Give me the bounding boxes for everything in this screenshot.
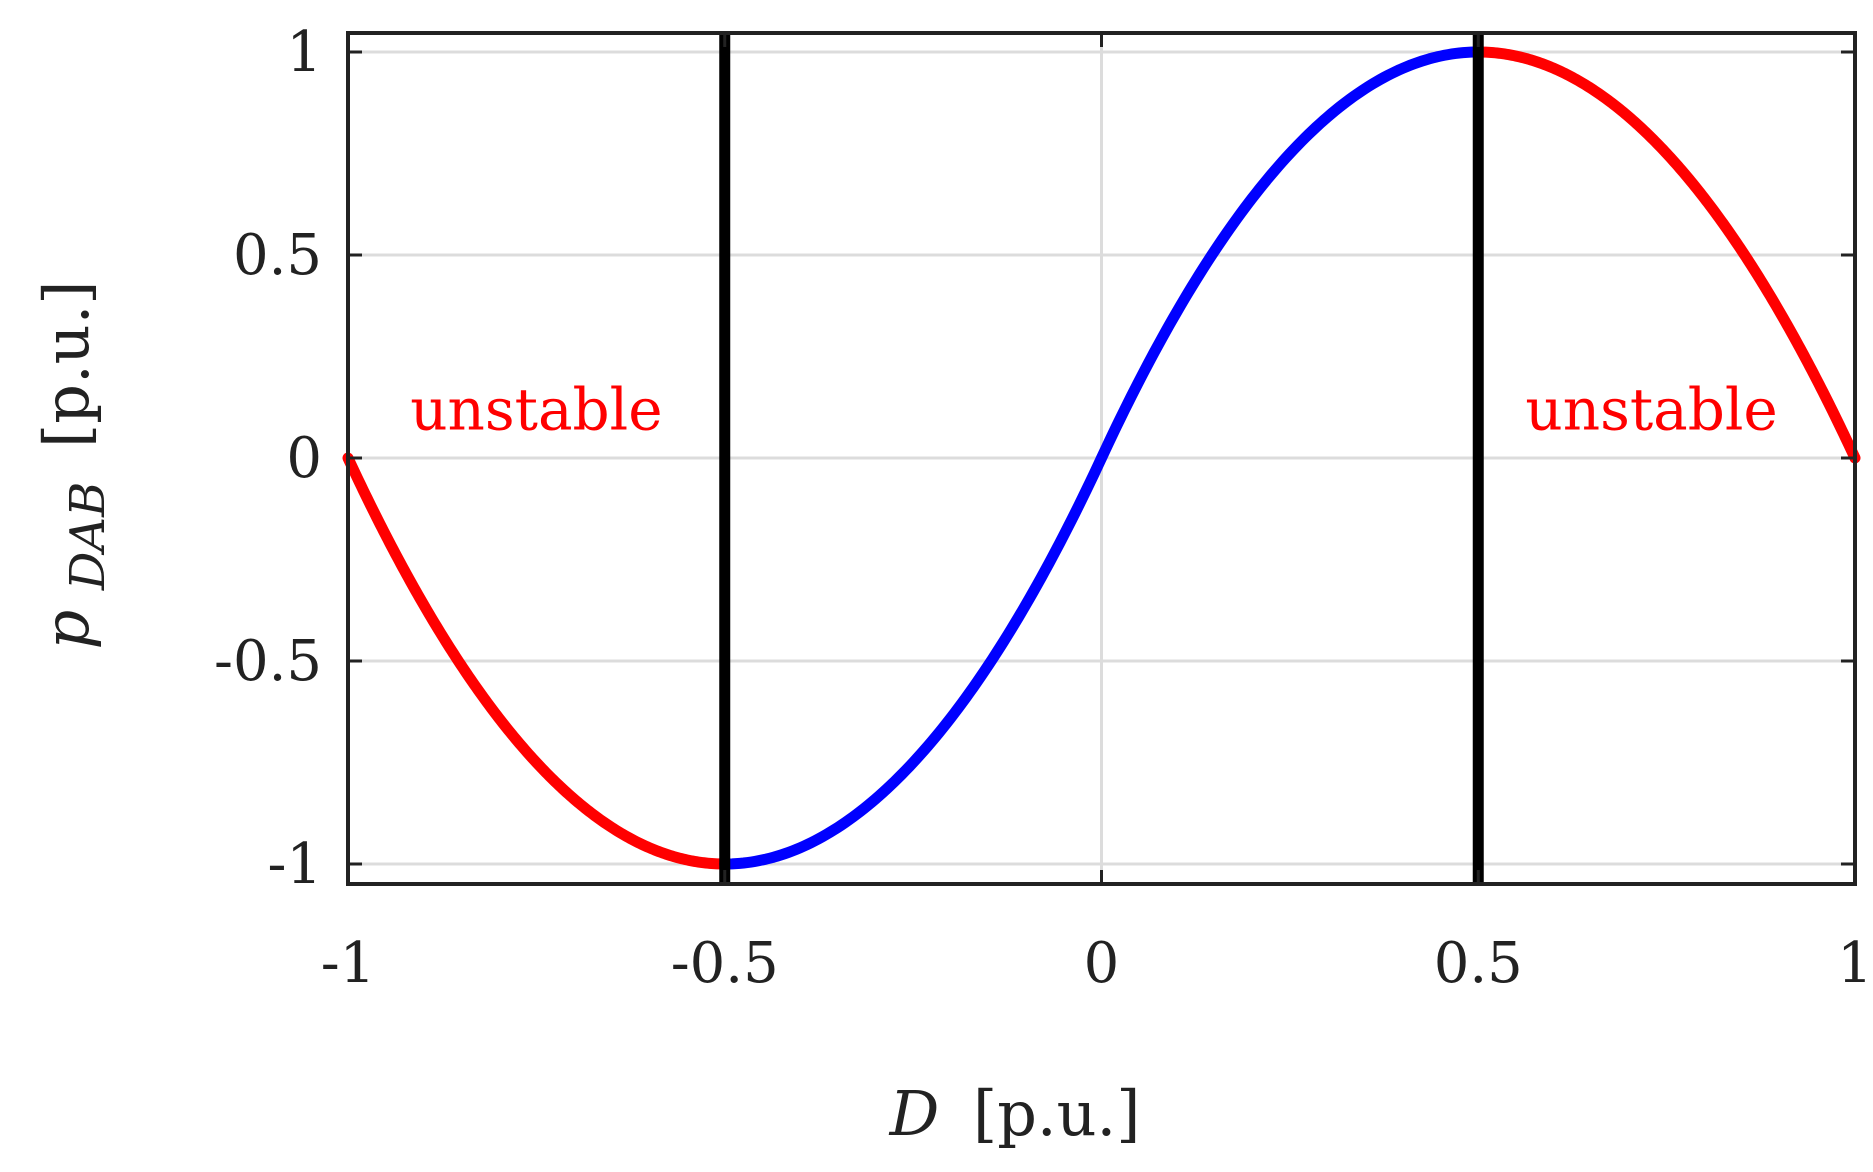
x-tick-label: -1 <box>321 931 376 996</box>
x-axis-label: D [p.u.] <box>889 1077 1141 1150</box>
x-axis-symbol: D <box>889 1077 940 1150</box>
series-line <box>719 46 1484 870</box>
reference-lines <box>719 33 1484 884</box>
y-tick-label: -1 <box>267 832 322 897</box>
y-tick-label: 1 <box>286 20 322 85</box>
annotations: unstable unstable <box>410 375 1778 443</box>
y-tick-label: 0 <box>286 426 322 491</box>
unstable-annotation: unstable <box>410 375 662 443</box>
y-axis-label: p DAB [p.u.] <box>30 281 119 650</box>
ticks: -1 -0.5 0 0.5 1 -1 -0.5 0 0.5 1 <box>214 20 1873 996</box>
x-tick-label: -0.5 <box>671 931 779 996</box>
y-tick-label: -0.5 <box>214 629 322 694</box>
series-group <box>342 46 1861 870</box>
x-axis-unit: [p.u.] <box>973 1077 1140 1150</box>
y-axis-subscript: DAB <box>60 482 116 591</box>
x-tick-label: 0 <box>1084 931 1120 996</box>
x-tick-label: 1 <box>1837 931 1873 996</box>
y-axis-symbol: p <box>30 610 103 650</box>
series-line <box>1472 46 1861 464</box>
x-tick-label: 0.5 <box>1434 931 1523 996</box>
y-tick-label: 0.5 <box>233 223 322 288</box>
series-line <box>342 452 731 870</box>
unstable-annotation: unstable <box>1525 375 1777 443</box>
y-axis-unit: [p.u.] <box>30 281 103 448</box>
